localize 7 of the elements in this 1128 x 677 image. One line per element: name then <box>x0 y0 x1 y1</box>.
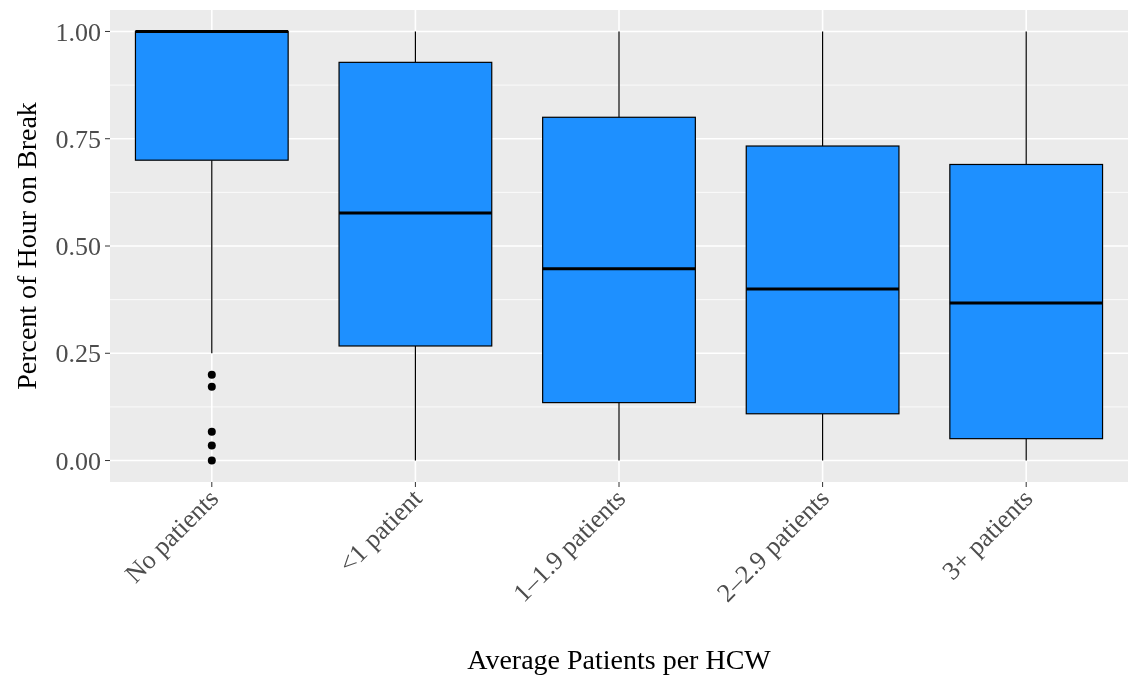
x-axis-title: Average Patients per HCW <box>467 644 772 675</box>
y-tick-label: 0.50 <box>55 232 101 262</box>
y-axis-title: Percent of Hour on Break <box>11 102 42 390</box>
y-tick-label: 0.25 <box>55 339 101 369</box>
y-tick-label: 0.00 <box>55 446 101 476</box>
y-tick-label: 0.75 <box>55 124 101 154</box>
y-tick-label: 1.00 <box>55 17 101 47</box>
